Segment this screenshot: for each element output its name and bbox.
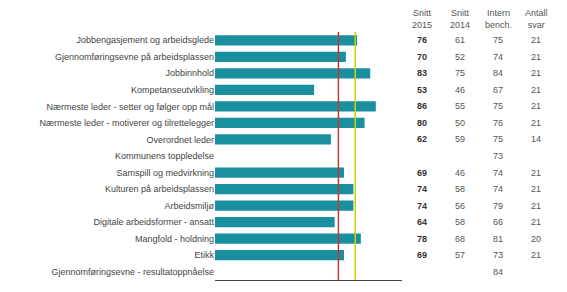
svg-text:Internbench.: Internbench. [485,8,512,30]
svg-text:Jobbengasjement og arbeidsgled: Jobbengasjement og arbeidsglede [76,35,214,45]
svg-text:21: 21 [531,168,541,178]
svg-text:74: 74 [493,184,503,194]
svg-text:Nærmeste leder - motiverer og: Nærmeste leder - motiverer og tilrettele… [39,118,214,128]
svg-text:84: 84 [493,68,503,78]
svg-text:75: 75 [493,101,503,111]
svg-text:66: 66 [493,217,503,227]
svg-text:69: 69 [417,168,427,178]
svg-text:Gjennomføringsevne på arbeidsp: Gjennomføringsevne på arbeidsplassen [55,52,214,62]
svg-text:76: 76 [493,118,503,128]
svg-text:21: 21 [531,68,541,78]
svg-text:69: 69 [417,250,427,260]
svg-text:79: 79 [493,201,503,211]
svg-text:Arbeidsmiljø: Arbeidsmiljø [164,201,214,211]
svg-text:74: 74 [493,168,503,178]
svg-text:46: 46 [455,85,465,95]
svg-text:Jobbinnhold: Jobbinnhold [165,68,214,78]
svg-text:21: 21 [531,201,541,211]
svg-text:Gjennomføringsevne - resultato: Gjennomføringsevne - resultatoppnåelse [51,267,214,277]
svg-text:Digitale arbeidsformer - ansat: Digitale arbeidsformer - ansatt [93,217,214,227]
svg-text:83: 83 [417,68,427,78]
svg-text:20: 20 [531,234,541,244]
svg-text:81: 81 [493,234,503,244]
svg-text:Overordnet leder: Overordnet leder [146,135,214,145]
svg-text:84: 84 [493,267,503,277]
svg-text:75: 75 [455,68,465,78]
svg-text:74: 74 [417,184,427,194]
svg-text:55: 55 [455,101,465,111]
svg-text:21: 21 [531,101,541,111]
svg-text:14: 14 [531,134,541,144]
svg-text:73: 73 [493,151,503,161]
svg-text:46: 46 [455,168,465,178]
svg-text:80: 80 [417,118,427,128]
svg-text:21: 21 [531,35,541,45]
svg-text:74: 74 [417,201,427,211]
svg-text:53: 53 [417,85,427,95]
svg-text:59: 59 [455,134,465,144]
svg-text:64: 64 [417,217,427,227]
svg-text:Kommunens toppledelse: Kommunens toppledelse [115,151,214,161]
svg-text:21: 21 [531,52,541,62]
svg-text:21: 21 [531,217,541,227]
svg-text:Mangfold - holdning: Mangfold - holdning [135,234,214,244]
svg-text:Nærmeste leder - setter og føl: Nærmeste leder - setter og følger opp må… [46,102,214,112]
svg-text:62: 62 [417,134,427,144]
svg-text:78: 78 [417,234,427,244]
svg-text:70: 70 [417,52,427,62]
svg-text:57: 57 [455,250,465,260]
svg-text:67: 67 [493,85,503,95]
svg-text:Samspill og medvirkning: Samspill og medvirkning [116,168,214,178]
svg-text:73: 73 [493,250,503,260]
svg-text:75: 75 [493,35,503,45]
svg-text:68: 68 [455,234,465,244]
svg-text:21: 21 [531,250,541,260]
svg-text:76: 76 [417,35,427,45]
svg-text:74: 74 [493,52,503,62]
svg-text:61: 61 [455,35,465,45]
svg-text:58: 58 [455,217,465,227]
svg-text:Antallsvar: Antallsvar [525,8,548,30]
svg-text:52: 52 [455,52,465,62]
svg-text:75: 75 [493,134,503,144]
svg-text:Kulturen på arbeidsplassen: Kulturen på arbeidsplassen [105,184,214,194]
svg-text:58: 58 [455,184,465,194]
svg-text:21: 21 [531,184,541,194]
svg-text:Snitt2015: Snitt2015 [412,8,432,30]
svg-text:50: 50 [455,118,465,128]
svg-text:86: 86 [417,101,427,111]
svg-text:Etikk: Etikk [194,250,214,260]
svg-text:Kompetanseutvikling: Kompetanseutvikling [131,85,214,95]
svg-text:21: 21 [531,85,541,95]
svg-text:21: 21 [531,118,541,128]
svg-text:Snitt2014: Snitt2014 [450,8,470,30]
svg-text:56: 56 [455,201,465,211]
